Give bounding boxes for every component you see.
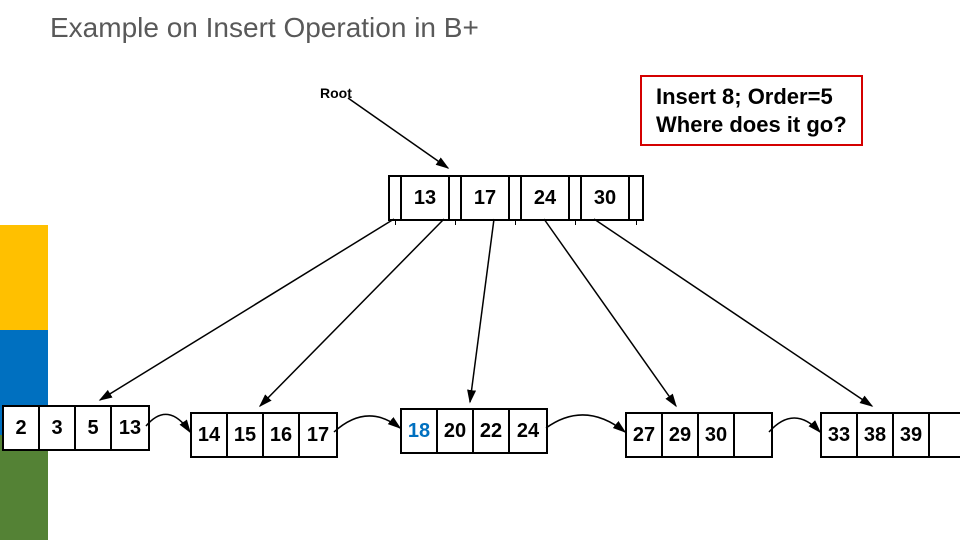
key-cell: 13 <box>112 407 148 449</box>
leaf-node: 18202224 <box>400 408 548 454</box>
key-cell: 22 <box>474 410 510 452</box>
key-cell: 33 <box>822 414 858 456</box>
leaf-node: 333839 <box>820 412 960 458</box>
leaf-node: 272930 <box>625 412 773 458</box>
key-cell: 24 <box>510 410 546 452</box>
key-cell: 13 <box>402 177 450 219</box>
page-title: Example on Insert Operation in B+ <box>50 12 479 44</box>
callout-line1: Insert 8; Order=5 <box>656 83 847 111</box>
key-cell: 38 <box>858 414 894 456</box>
key-cell: 39 <box>894 414 930 456</box>
key-cell: 20 <box>438 410 474 452</box>
key-cell: 15 <box>228 414 264 456</box>
key-cell: 29 <box>663 414 699 456</box>
key-cell: 2 <box>4 407 40 449</box>
leaf-node: 23513 <box>2 405 150 451</box>
key-cell: 30 <box>582 177 630 219</box>
key-cell: 18 <box>402 410 438 452</box>
leaf-node: 14151617 <box>190 412 338 458</box>
root-node: 13 17 24 30 <box>388 175 644 221</box>
key-cell: 5 <box>76 407 112 449</box>
insert-callout: Insert 8; Order=5 Where does it go? <box>640 75 863 146</box>
key-cell: 14 <box>192 414 228 456</box>
pointer-slot <box>630 177 642 219</box>
root-label: Root <box>320 85 352 101</box>
key-cell: 17 <box>300 414 336 456</box>
pointer-slot <box>450 177 462 219</box>
pointer-slot <box>570 177 582 219</box>
key-cell: 16 <box>264 414 300 456</box>
color-sidebar <box>0 225 48 540</box>
callout-line2: Where does it go? <box>656 111 847 139</box>
key-cell: 24 <box>522 177 570 219</box>
pointer-slot <box>510 177 522 219</box>
key-cell: 30 <box>699 414 735 456</box>
key-cell: 3 <box>40 407 76 449</box>
pointer-slot <box>390 177 402 219</box>
key-cell: 27 <box>627 414 663 456</box>
key-cell: 17 <box>462 177 510 219</box>
key-cell <box>930 414 960 456</box>
key-cell <box>735 414 771 456</box>
